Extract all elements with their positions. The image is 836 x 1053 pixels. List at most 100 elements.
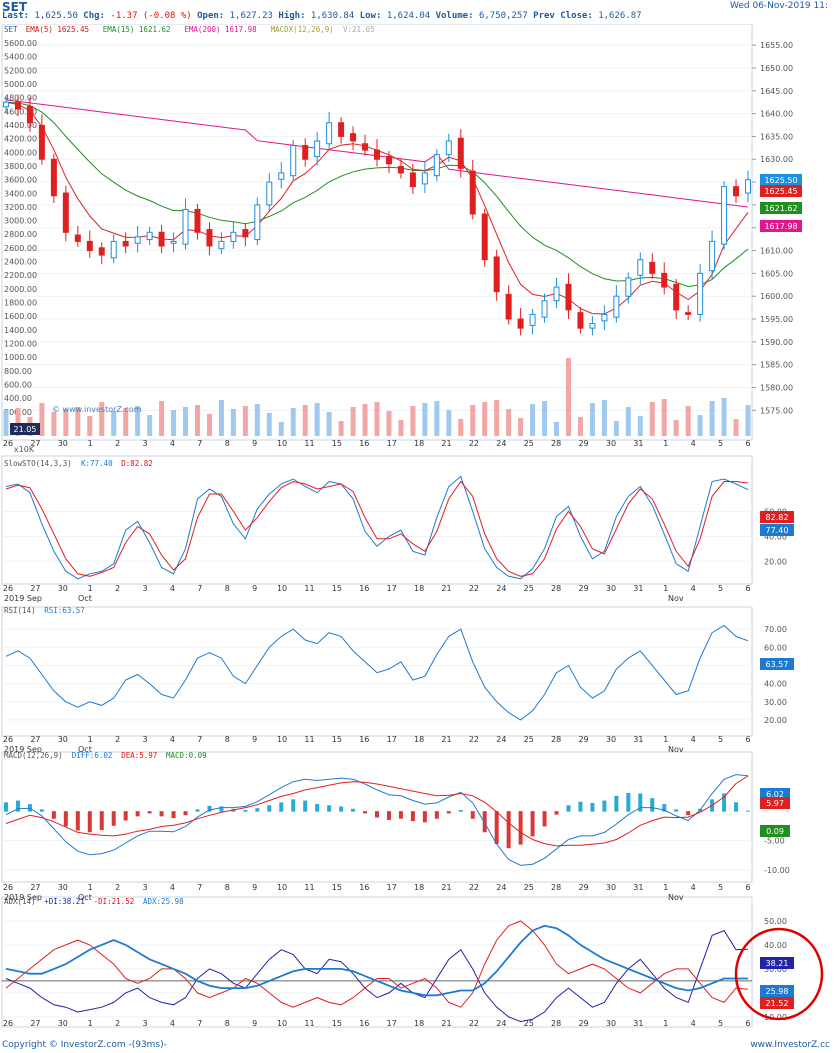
- volume-bar: [494, 400, 500, 436]
- volume-bars: [3, 358, 751, 436]
- macd-bar: [398, 811, 403, 819]
- candle-body: [637, 259, 644, 276]
- macd-date: 18: [414, 883, 424, 892]
- candle-body: [362, 143, 369, 151]
- price-date: 30: [58, 439, 68, 448]
- rsi-date: 15: [332, 735, 342, 744]
- macd-date: 3: [142, 883, 147, 892]
- volume-axis-label: 400.00: [4, 394, 32, 403]
- volume-bar: [386, 411, 392, 436]
- volume-axis-label: 3800.00: [4, 162, 37, 171]
- rsi-line-rsi: [5, 624, 749, 721]
- prev-close-label: Prev Close:: [533, 11, 593, 21]
- candle-body: [661, 272, 668, 288]
- volume-bar: [278, 422, 284, 436]
- candle-body: [493, 256, 500, 293]
- macd-date: 31: [633, 883, 643, 892]
- macd-bar: [183, 811, 188, 816]
- adx-date: 1: [663, 1019, 668, 1028]
- macd-bar: [674, 809, 679, 812]
- adx-axis-label: 30.00: [764, 965, 787, 974]
- low-label: Low:: [359, 11, 382, 21]
- macd-bar: [386, 811, 391, 820]
- price-tag-value: 1617.98: [764, 222, 797, 231]
- stoch-line-d: [5, 480, 749, 577]
- stoch-date: 8: [225, 584, 230, 593]
- volume-bar: [518, 418, 524, 436]
- volume-bar: [673, 420, 679, 436]
- rsi-date: 24: [496, 735, 506, 744]
- candle-body: [14, 101, 21, 110]
- volume-axis-label: 1200.00: [4, 340, 37, 349]
- macd-legend-item-2: DEA:5.97: [121, 751, 157, 760]
- adx-date: 22: [469, 1019, 479, 1028]
- stoch-date: 9: [252, 584, 257, 593]
- adx-date: 5: [718, 1019, 723, 1028]
- macd-sub-nov: Nov: [668, 893, 684, 902]
- candle-body: [86, 240, 93, 252]
- price-date: 3: [142, 439, 147, 448]
- macd-bar: [51, 811, 56, 819]
- macd-tag: [760, 825, 790, 837]
- macd-bar: [458, 809, 463, 812]
- volume-bar: [649, 402, 655, 436]
- macd-diff-line: [5, 774, 749, 866]
- candle-body: [278, 172, 285, 180]
- volume-axis-label: 1000.00: [4, 353, 37, 362]
- candle-body: [218, 240, 225, 250]
- volume-bar: [530, 404, 536, 436]
- rsi-date: 30: [58, 735, 68, 744]
- price-axis-label: 1645.00: [760, 87, 793, 96]
- macd-bar: [434, 811, 439, 819]
- price-date: 4: [691, 439, 696, 448]
- ema5-line: [5, 101, 749, 315]
- volume-bar: [218, 400, 224, 436]
- ema15-line: [5, 101, 749, 288]
- rsi-tag: [760, 658, 794, 670]
- stoch-date: 2: [115, 584, 120, 593]
- macd-bar: [99, 811, 104, 830]
- volume-bar: [554, 422, 560, 436]
- candle-body: [134, 236, 141, 244]
- volume-unit: x10K: [14, 445, 35, 454]
- adx-axis-label: 40.00: [764, 941, 787, 950]
- stoch-date: 24: [496, 584, 506, 593]
- price-date: 22: [469, 439, 479, 448]
- stoch-date: 11: [304, 584, 314, 593]
- chart-canvas[interactable]: SET EMA(5) 1625.45 EMA(15) 1621.62 EMA(200)…: [0, 24, 836, 1029]
- candle-body: [385, 156, 392, 165]
- stoch-sub-oct: Oct: [78, 594, 92, 603]
- price-axis-label: 1585.00: [760, 361, 793, 370]
- macd-tag-value: 0.09: [766, 827, 784, 836]
- volume-label: Volume:: [435, 11, 474, 21]
- volume-bar: [458, 419, 464, 436]
- macd-bar: [746, 810, 750, 812]
- adx-date: 17: [387, 1019, 397, 1028]
- price-date: 31: [633, 439, 643, 448]
- macd-date: 25: [524, 883, 534, 892]
- footer-site[interactable]: www.InvestorZ.cc: [750, 1040, 830, 1050]
- stoch-date: 10: [277, 584, 287, 593]
- macd-date: 1: [663, 883, 668, 892]
- adx-date: 11: [304, 1019, 314, 1028]
- rsi-date: 11: [304, 735, 314, 744]
- adx-date: 24: [496, 1019, 506, 1028]
- last-label: Last:: [2, 11, 30, 21]
- price-axis-label: 1655.00: [760, 41, 793, 50]
- volume-bar: [482, 402, 488, 436]
- price-axis-label: 1650.00: [760, 64, 793, 73]
- price-date: 16: [359, 439, 369, 448]
- datetime: Wed 06-Nov-2019 11:: [729, 1, 828, 11]
- price-date: 17: [387, 439, 397, 448]
- adx-legend-item-1: +DI:38.21: [44, 897, 85, 906]
- volume-axis-label: 600.00: [4, 381, 32, 390]
- candle-body: [457, 137, 464, 169]
- volume-bar: [350, 407, 356, 436]
- adx-tag: [760, 957, 794, 969]
- quote-line: Last: 1,625.50 Chg: -1.37 (-0.08 %) Open…: [2, 11, 642, 21]
- volume-bar: [661, 399, 667, 436]
- price-date: 28: [551, 439, 561, 448]
- macd-bar: [626, 792, 631, 812]
- stoch-date: 6: [745, 584, 750, 593]
- rsi-date: 9: [252, 735, 257, 744]
